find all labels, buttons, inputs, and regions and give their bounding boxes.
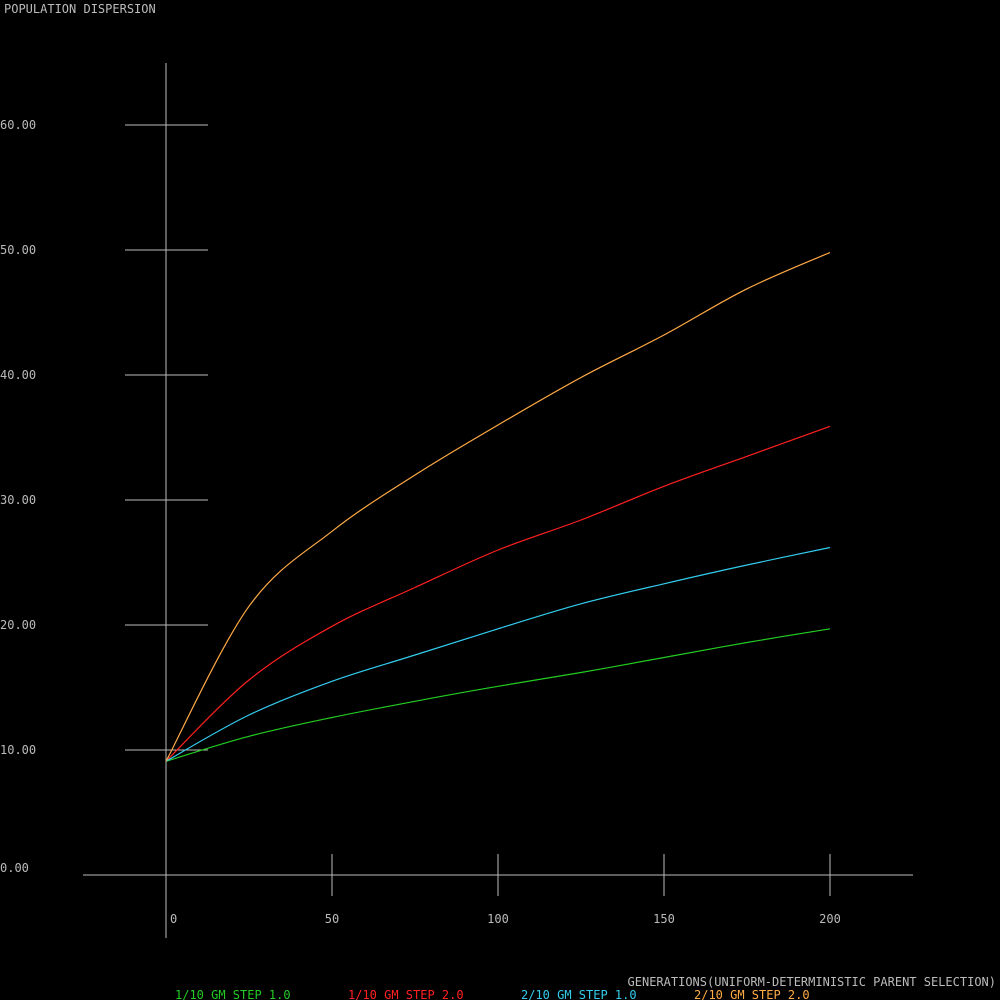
x-ticks: 0 50 100 150 200: [170, 854, 841, 926]
x-tick-label: 0: [170, 912, 177, 926]
y-tick-label: 50.00: [0, 243, 36, 257]
series-line-1: [165, 628, 831, 762]
legend-entry: 2/10 GM STEP 2.0: [694, 988, 810, 1000]
legend: 1/10 GM STEP 1.0 1/10 GM STEP 2.0 2/10 GM …: [175, 988, 810, 1000]
x-axis-label: GENERATIONS(UNIFORM-DETERMINISTIC PARENT…: [628, 975, 996, 989]
y-tick-label: 30.00: [0, 493, 36, 507]
x-tick-label: 100: [487, 912, 509, 926]
x-tick-label: 50: [325, 912, 339, 926]
x-tick-label: 150: [653, 912, 675, 926]
x-tick-label: 200: [819, 912, 841, 926]
y-tick-label: 0.00: [0, 861, 29, 875]
y-ticks: 0.00 10.00 20.00 30.00 40.00 50.00 60.00: [0, 118, 208, 875]
y-tick-label: 20.00: [0, 618, 36, 632]
legend-entry: 2/10 GM STEP 1.0: [521, 988, 637, 1000]
y-tick-label: 10.00: [0, 743, 36, 757]
series-line-4: [165, 251, 831, 762]
y-tick-label: 40.00: [0, 368, 36, 382]
series-line-3: [165, 546, 831, 762]
chart-title: POPULATION DISPERSION: [4, 2, 156, 16]
legend-entry: 1/10 GM STEP 2.0: [348, 988, 464, 1000]
series-line-2: [165, 425, 831, 762]
legend-entry: 1/10 GM STEP 1.0: [175, 988, 291, 1000]
series-lines: [165, 251, 831, 762]
y-tick-label: 60.00: [0, 118, 36, 132]
